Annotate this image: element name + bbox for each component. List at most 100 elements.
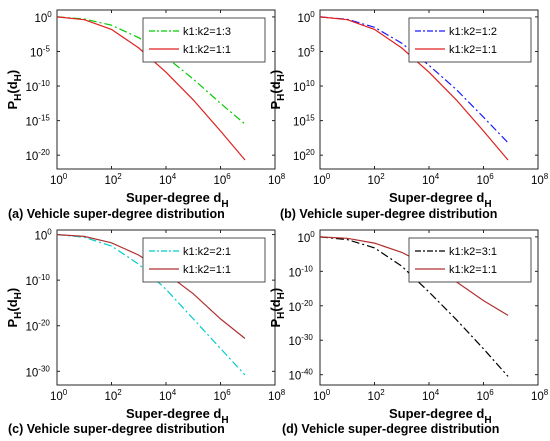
y-tick-label: 10-20 [26, 319, 51, 334]
legend-label-2: k1:k2=1:1 [183, 44, 231, 56]
y-tick-base: 10 [293, 82, 306, 94]
y-tick-exponent: -20 [38, 319, 50, 328]
y-tick-base: 10 [26, 322, 39, 334]
y-tick-exponent: -20 [301, 299, 313, 308]
x-tick-base: 10 [477, 175, 490, 187]
x-tick-base: 10 [313, 391, 326, 403]
figure-caption: (c) Vehicle super-degree distribution [8, 422, 225, 436]
y-tick-base: 10 [293, 117, 306, 129]
y-tick-label: 100 [298, 10, 316, 25]
y-tick-label: 10-15 [26, 114, 51, 129]
x-tick-label: 108 [531, 388, 549, 403]
x-tick-label: 100 [313, 172, 331, 187]
y-axis-label-subscript: H [13, 94, 24, 101]
y-tick-exponent: -30 [38, 364, 50, 373]
x-tick-base: 10 [159, 391, 172, 403]
y-tick-label: 10-40 [289, 368, 314, 383]
y-tick-exponent: 10 [306, 79, 315, 88]
y-tick-base: 10 [35, 13, 48, 25]
x-tick-exponent: 0 [326, 172, 331, 181]
y-tick-base: 10 [30, 47, 43, 59]
y-tick-exponent: -30 [301, 333, 313, 342]
chart-panel-b: 100 102 104 106 108100105101010151020k1:k2=1… [268, 9, 549, 221]
y-tick-label: 10-30 [26, 364, 51, 379]
x-tick-base: 10 [368, 175, 381, 187]
x-tick-exponent: 6 [226, 172, 231, 181]
y-axis-label-close: ) [268, 288, 283, 292]
y-axis-label-main: P [268, 101, 283, 110]
x-tick-exponent: 2 [380, 172, 385, 181]
x-axis-label-main: Super-degree d [126, 190, 221, 205]
x-tick-exponent: 4 [435, 172, 440, 181]
x-tick-label: 102 [368, 388, 386, 403]
x-tick-exponent: 6 [489, 172, 494, 181]
y-axis-label-close: ) [5, 288, 20, 292]
x-tick-base: 10 [268, 175, 281, 187]
y-axis-label-close: ) [268, 70, 283, 74]
figure-caption: (b) Vehicle super-degree distribution [280, 207, 497, 221]
x-tick-label: 104 [422, 172, 440, 187]
y-tick-label: 100 [298, 230, 316, 245]
x-tick-base: 10 [105, 175, 118, 187]
x-tick-base: 10 [531, 175, 544, 187]
x-tick-label: 100 [50, 388, 68, 403]
y-axis-label-arg-subscript: H [276, 292, 287, 299]
y-tick-base: 10 [289, 302, 302, 314]
x-tick-exponent: 4 [435, 388, 440, 397]
y-tick-base: 10 [293, 151, 306, 163]
x-tick-base: 10 [159, 175, 172, 187]
y-tick-base: 10 [298, 233, 311, 245]
x-tick-base: 10 [50, 175, 63, 187]
legend-box [408, 237, 532, 283]
x-tick-exponent: 0 [63, 172, 68, 181]
legend-box [142, 17, 266, 63]
x-axis-label: Super-degree dH [126, 406, 229, 426]
y-tick-label: 10-10 [289, 264, 314, 279]
y-axis-label-main: P [268, 319, 283, 328]
legend-label-1: k1:k2=1:3 [183, 26, 231, 38]
y-tick-base: 10 [26, 276, 39, 288]
x-tick-label: 100 [313, 388, 331, 403]
x-tick-label: 102 [368, 172, 386, 187]
y-tick-base: 10 [35, 231, 48, 243]
x-axis-label: Super-degree dH [389, 190, 492, 210]
x-tick-label: 102 [105, 172, 123, 187]
x-tick-label: 106 [214, 172, 232, 187]
y-tick-base: 10 [26, 367, 39, 379]
x-tick-base: 10 [368, 391, 381, 403]
y-tick-exponent: 0 [47, 10, 52, 19]
y-tick-exponent: -10 [38, 273, 50, 282]
x-axis-label: Super-degree dH [389, 406, 492, 426]
y-axis-label-arg-subscript: H [13, 74, 24, 81]
legend-label-2: k1:k2=1:1 [449, 44, 497, 56]
y-tick-base: 10 [289, 371, 302, 383]
y-axis-label-arg: (d [5, 81, 20, 93]
x-tick-exponent: 0 [326, 388, 331, 397]
x-tick-exponent: 8 [281, 388, 286, 397]
x-tick-exponent: 4 [172, 388, 177, 397]
y-tick-label: 10-10 [26, 79, 51, 94]
y-axis-label: PH(dH) [5, 70, 24, 110]
x-axis-label-main: Super-degree d [126, 406, 221, 421]
x-tick-exponent: 2 [380, 388, 385, 397]
y-axis-label: PH(dH) [268, 70, 287, 110]
x-tick-base: 10 [422, 175, 435, 187]
x-axis-label-main: Super-degree d [389, 190, 484, 205]
y-tick-exponent: 0 [310, 230, 315, 239]
x-tick-exponent: 8 [281, 172, 286, 181]
y-axis-label-arg: (d [5, 299, 20, 311]
y-tick-exponent: -10 [301, 264, 313, 273]
y-axis-label-close: ) [5, 70, 20, 74]
y-tick-label: 1015 [293, 114, 315, 129]
figure-caption: (d) Vehicle super-degree distribution [282, 422, 499, 436]
y-axis-label-arg: (d [268, 299, 283, 311]
y-tick-base: 10 [26, 117, 39, 129]
y-tick-exponent: -20 [38, 148, 50, 157]
x-tick-exponent: 6 [489, 388, 494, 397]
x-tick-label: 104 [159, 388, 177, 403]
y-tick-exponent: -15 [38, 114, 50, 123]
legend-label-1: k1:k2=1:2 [449, 26, 497, 38]
y-tick-base: 10 [298, 13, 311, 25]
x-tick-exponent: 0 [63, 388, 68, 397]
